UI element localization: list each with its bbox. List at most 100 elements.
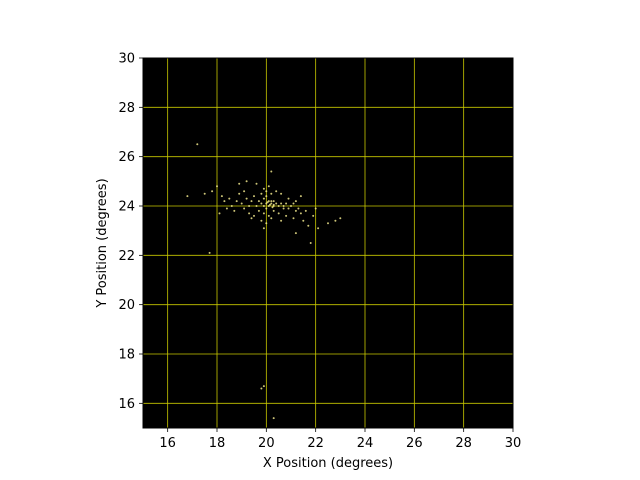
- scatter-point: [277, 205, 280, 207]
- scatter-point: [282, 205, 285, 207]
- scatter-point: [280, 192, 283, 195]
- scatter-point: [265, 222, 268, 225]
- y-tick-label: 30: [118, 52, 135, 67]
- scatter-point: [277, 212, 280, 215]
- scatter-point: [292, 217, 295, 220]
- scatter-point: [307, 224, 310, 227]
- scatter-point: [257, 209, 260, 212]
- scatter-point: [266, 201, 269, 204]
- scatter-point: [233, 209, 236, 212]
- scatter-point: [255, 205, 258, 207]
- scatter-point: [208, 251, 211, 254]
- scatter-point: [272, 417, 275, 420]
- scatter-point: [297, 207, 300, 210]
- plot-frame: [142, 57, 514, 429]
- scatter-point: [211, 190, 214, 193]
- scatter-point: [287, 207, 290, 210]
- scatter-point: [280, 219, 283, 222]
- scatter-point: [287, 197, 290, 200]
- x-axis-label: X Position (degrees): [263, 456, 393, 471]
- y-tick-label: 20: [118, 298, 135, 313]
- scatter-point: [225, 207, 228, 210]
- scatter-point: [265, 207, 268, 210]
- y-tick-label: 16: [118, 397, 135, 412]
- y-tick-label: 26: [118, 150, 135, 165]
- scatter-point: [280, 202, 283, 205]
- scatter-point: [255, 182, 258, 185]
- scatter-point: [314, 207, 317, 210]
- scatter-point: [230, 205, 233, 207]
- scatter-point: [248, 205, 251, 207]
- scatter-point: [285, 202, 288, 205]
- scatter-point: [220, 195, 223, 198]
- y-axis-ticks: 16 18 20 22 24 26 28 30: [118, 52, 143, 412]
- scatter-point: [240, 202, 243, 205]
- scatter-point: [243, 190, 246, 193]
- scatter-point: [299, 212, 302, 215]
- scatter-point: [235, 200, 238, 203]
- x-tick-label: 26: [406, 436, 423, 451]
- scatter-point: [250, 217, 253, 220]
- scatter-point: [218, 212, 221, 215]
- x-tick-label: 22: [307, 436, 324, 451]
- scatter-point: [312, 214, 315, 217]
- scatter-point: [275, 190, 278, 193]
- scatter-point: [294, 232, 297, 235]
- scatter-point: [339, 217, 342, 220]
- scatter-point: [317, 227, 320, 230]
- scatter-point: [285, 214, 288, 217]
- scatter-point: [203, 192, 206, 195]
- scatter-point: [250, 200, 253, 203]
- scatter-point: [292, 202, 295, 205]
- scatter-point: [270, 170, 273, 173]
- x-tick-label: 20: [258, 436, 275, 451]
- scatter-point: [245, 197, 248, 200]
- scatter-point: [186, 195, 189, 198]
- x-tick-label: 30: [505, 436, 522, 451]
- scatter-point: [262, 212, 265, 215]
- scatter-point: [260, 219, 263, 222]
- scatter-point: [294, 209, 297, 212]
- x-tick-label: 16: [159, 436, 176, 451]
- scatter-point: [262, 227, 265, 230]
- scatter-point: [216, 185, 218, 188]
- scatter-point: [334, 219, 337, 222]
- scatter-point: [238, 192, 241, 195]
- scatter-point: [294, 200, 297, 203]
- scatter-point: [267, 214, 270, 217]
- scatter-point: [309, 242, 312, 244]
- scatter-point: [262, 385, 265, 388]
- y-axis-label: Y Position (degrees): [95, 178, 110, 308]
- scatter-point: [302, 219, 305, 222]
- scatter-point: [282, 207, 285, 210]
- scatter-point: [260, 202, 263, 205]
- scatter-point: [270, 202, 273, 205]
- scatter-point: [262, 197, 265, 200]
- y-tick-label: 18: [118, 348, 135, 363]
- scatter-point: [238, 182, 241, 185]
- scatter-point: [299, 195, 302, 198]
- plot-area: [143, 58, 513, 428]
- scatter-point: [228, 197, 231, 200]
- scatter-point: [272, 203, 275, 206]
- scatter-point: [269, 203, 271, 206]
- scatter-point: [275, 202, 278, 205]
- scatter-point: [260, 192, 263, 195]
- scatter-point: [253, 195, 255, 198]
- scatter-point: [196, 143, 199, 146]
- scatter-point: [253, 214, 255, 217]
- scatter-points: [186, 143, 342, 420]
- scatter-point: [270, 200, 273, 203]
- scatter-point: [265, 202, 268, 205]
- scatter-point: [223, 200, 226, 203]
- scatter-point: [265, 190, 268, 193]
- scatter-point: [262, 205, 265, 207]
- scatter-point: [271, 206, 274, 209]
- scatter-point: [290, 205, 292, 207]
- scatter-point: [248, 212, 251, 215]
- y-tick-label: 24: [118, 200, 135, 215]
- x-axis-ticks: 16 18 20 22 24 26 28 30: [159, 428, 521, 451]
- x-tick-label: 24: [357, 436, 374, 451]
- scatter-point: [260, 387, 263, 390]
